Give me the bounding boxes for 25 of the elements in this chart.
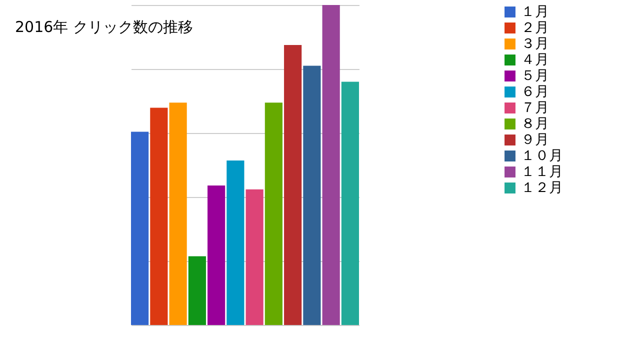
bar: [150, 108, 168, 325]
legend-label: ７月: [521, 100, 549, 116]
bar: [226, 160, 244, 325]
bar: [246, 189, 264, 325]
bar: [322, 5, 340, 325]
legend-label: ５月: [521, 68, 549, 84]
legend-label: １２月: [521, 180, 563, 196]
legend-label: ６月: [521, 84, 549, 100]
legend-label: ４月: [521, 52, 549, 68]
bar: [131, 132, 149, 325]
legend-label: ３月: [521, 36, 549, 52]
legend-label: １月: [521, 4, 549, 20]
legend-label: １０月: [521, 148, 563, 164]
bar: [303, 66, 321, 325]
legend-label: ２月: [521, 20, 549, 36]
bar: [284, 45, 302, 325]
bar: [208, 185, 226, 325]
bar: [341, 82, 359, 325]
text: 2016年 クリック数の推移: [15, 18, 193, 36]
bar: [188, 256, 206, 325]
bar: [169, 102, 187, 325]
legend-label: １１月: [521, 164, 563, 180]
bar: [264, 102, 282, 325]
legend-label: ８月: [521, 116, 549, 132]
legend-label: ９月: [521, 132, 549, 148]
